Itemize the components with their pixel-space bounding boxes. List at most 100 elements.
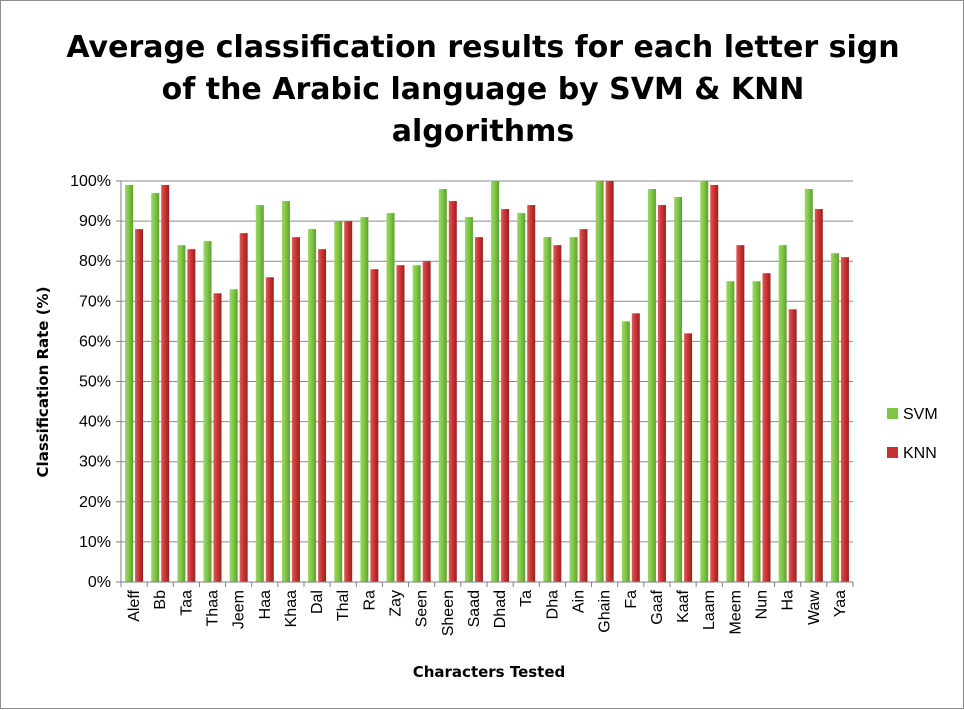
bar-svm-waw bbox=[804, 189, 813, 582]
x-tick-label: Taa bbox=[178, 590, 195, 616]
x-tick-label: Sheen bbox=[440, 590, 457, 636]
bar-svm-taa bbox=[177, 245, 186, 582]
y-tick-label: 100% bbox=[70, 173, 111, 190]
x-tick-label: Laam bbox=[701, 590, 718, 630]
bar-svm-fa bbox=[621, 321, 630, 582]
bar-svm-gaaf bbox=[647, 189, 656, 582]
x-tick-label: Seen bbox=[414, 590, 431, 627]
bar-knn-dal bbox=[318, 249, 327, 583]
bar-svm-haa bbox=[255, 205, 264, 582]
x-tick-label: Thal bbox=[335, 590, 352, 621]
y-tick-label: 60% bbox=[79, 333, 111, 350]
bar-knn-laam bbox=[710, 185, 719, 582]
bar-svm-aleff bbox=[125, 185, 134, 582]
x-tick-label: Haa bbox=[257, 590, 274, 619]
bar-knn-gaaf bbox=[657, 205, 666, 582]
y-tick-label: 50% bbox=[79, 374, 111, 391]
x-tick-label: Khaa bbox=[283, 590, 300, 627]
bar-svm-saad bbox=[464, 217, 473, 582]
x-tick-label: Dhad bbox=[492, 590, 509, 628]
bar-svm-ra bbox=[360, 217, 369, 582]
x-axis-title: Characters Tested bbox=[413, 663, 566, 681]
chart-title-line-2: of the Arabic language by SVM & KNN bbox=[162, 72, 805, 107]
bar-knn-fa bbox=[631, 313, 640, 582]
y-tick-label: 30% bbox=[79, 454, 111, 471]
x-tick-label: Thaa bbox=[205, 590, 222, 627]
bar-svm-jeem bbox=[229, 289, 238, 582]
x-tick-label: Zay bbox=[388, 590, 405, 617]
x-tick-label: Dal bbox=[309, 590, 326, 614]
x-axis-ticks: Aleff Bb Taa Thaa Jeem Haa Khaa Dal Thal Ra Zay See… bbox=[120, 582, 854, 636]
legend-swatch-knn bbox=[887, 447, 898, 458]
bar-svm-thaa bbox=[203, 241, 212, 582]
bar-knn-thal bbox=[344, 221, 353, 582]
y-tick-label: 40% bbox=[79, 414, 111, 431]
legend-label-svm: SVM bbox=[903, 406, 938, 423]
x-tick-label: Ain bbox=[571, 590, 588, 613]
y-tick-label: 90% bbox=[79, 213, 111, 230]
bar-svm-dal bbox=[308, 229, 317, 582]
bar-knn-khaa bbox=[291, 237, 300, 582]
bars bbox=[125, 181, 849, 583]
x-tick-label: Jeem bbox=[231, 590, 248, 629]
bar-svm-ha bbox=[778, 245, 787, 582]
bar-svm-nun bbox=[752, 281, 761, 582]
bar-knn-thaa bbox=[213, 293, 222, 582]
bar-knn-kaaf bbox=[684, 333, 693, 582]
x-tick-label: Waw bbox=[806, 590, 823, 625]
legend-swatch-svm bbox=[887, 408, 898, 419]
bar-svm-ghain bbox=[595, 181, 604, 582]
bar-knn-ra bbox=[370, 269, 379, 582]
x-tick-label: Bb bbox=[152, 590, 169, 610]
y-tick-label: 0% bbox=[88, 574, 111, 591]
x-tick-label: Nun bbox=[754, 590, 771, 619]
bar-knn-seen bbox=[422, 261, 431, 582]
bar-svm-ta bbox=[517, 213, 526, 582]
bar-knn-ha bbox=[788, 309, 797, 582]
bar-svm-seen bbox=[412, 265, 421, 582]
bar-knn-ain bbox=[579, 229, 588, 582]
bar-knn-nun bbox=[762, 273, 771, 582]
y-tick-label: 70% bbox=[79, 293, 111, 310]
chart-title-line-3: algorithms bbox=[392, 114, 575, 149]
bar-svm-sheen bbox=[438, 189, 447, 582]
x-tick-label: Ta bbox=[518, 590, 535, 607]
bar-svm-laam bbox=[700, 181, 709, 582]
chart-title-line-1: Average classification results for each … bbox=[66, 30, 899, 65]
bar-knn-waw bbox=[814, 209, 823, 582]
bar-knn-saad bbox=[474, 237, 483, 582]
x-tick-label: Dha bbox=[544, 590, 561, 619]
bar-knn-ta bbox=[527, 205, 536, 582]
y-axis-ticks: 0% 10% 20% 30% 40% 50% 60% 70% 80% 90% 100% bbox=[70, 173, 121, 591]
bar-knn-aleff bbox=[135, 229, 144, 582]
bar-knn-dha bbox=[553, 245, 562, 582]
x-tick-label: Aleff bbox=[126, 589, 143, 621]
bar-knn-meem bbox=[736, 245, 745, 582]
bar-knn-bb bbox=[161, 185, 170, 582]
bar-knn-taa bbox=[187, 249, 196, 583]
x-tick-label: Fa bbox=[623, 590, 640, 609]
x-tick-label: Meem bbox=[727, 590, 744, 634]
bar-knn-yaa bbox=[840, 257, 849, 582]
bar-svm-khaa bbox=[281, 201, 290, 583]
x-tick-label: Gaaf bbox=[649, 589, 666, 624]
x-tick-label: Ha bbox=[780, 590, 797, 611]
x-tick-label: Ra bbox=[361, 590, 378, 611]
legend: SVM KNN bbox=[887, 406, 938, 462]
bar-svm-yaa bbox=[830, 253, 839, 582]
bar-svm-kaaf bbox=[674, 197, 683, 583]
bar-knn-jeem bbox=[239, 233, 248, 582]
bar-svm-zay bbox=[386, 213, 395, 582]
bar-knn-ghain bbox=[605, 181, 614, 582]
legend-label-knn: KNN bbox=[903, 445, 937, 462]
bar-svm-dha bbox=[543, 237, 552, 582]
bar-knn-sheen bbox=[448, 201, 457, 583]
bar-svm-dhad bbox=[491, 181, 500, 582]
x-tick-label: Kaaf bbox=[675, 589, 692, 622]
x-tick-label: Yaa bbox=[832, 590, 849, 617]
x-tick-label: Saad bbox=[466, 590, 483, 627]
bar-svm-thal bbox=[334, 221, 343, 582]
bar-svm-meem bbox=[726, 281, 735, 582]
